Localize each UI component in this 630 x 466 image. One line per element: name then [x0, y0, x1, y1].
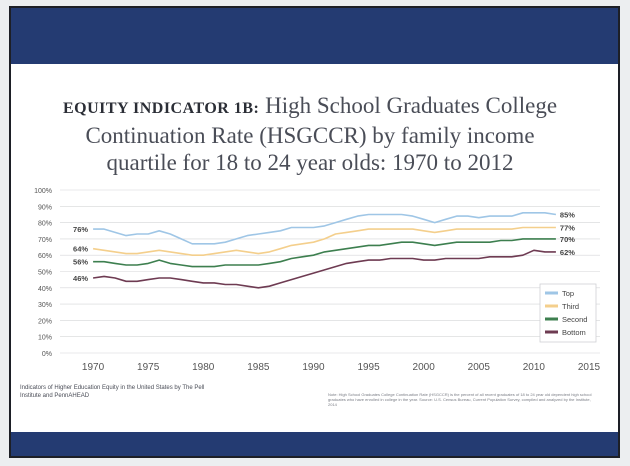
- end-label-top: 85%: [560, 210, 575, 219]
- legend-label-third: Third: [562, 302, 579, 311]
- x-tick-label: 1985: [247, 362, 270, 373]
- legend-label-bottom: Bottom: [562, 328, 586, 337]
- start-label-bottom: 46%: [73, 274, 88, 283]
- series-line-second: [93, 238, 556, 268]
- x-tick-label: 1970: [82, 362, 105, 373]
- legend-label-second: Second: [562, 315, 587, 324]
- start-label-second: 56%: [73, 258, 88, 267]
- y-tick-label: 0%: [42, 351, 52, 358]
- series-line-bottom: [92, 249, 556, 289]
- title-kicker: EQUITY INDICATOR 1B:: [62, 100, 260, 117]
- slide-frame: [9, 6, 620, 458]
- y-tick-label: 100%: [34, 188, 52, 195]
- footer-band: [11, 432, 618, 456]
- x-tick-label: 2005: [468, 362, 491, 373]
- start-label-top: 76%: [73, 225, 88, 234]
- x-tick-label: 2010: [523, 362, 546, 373]
- chart-title: EQUITY INDICATOR 1B: High School Graduat…: [40, 92, 580, 176]
- y-tick-label: 80%: [38, 221, 52, 228]
- y-tick-label: 40%: [38, 286, 52, 293]
- x-tick-label: 1980: [192, 362, 215, 373]
- title-line-3: quartile for 18 to 24 year olds: 1970 to…: [106, 150, 514, 175]
- method-note: Note: High School Graduates College Cont…: [328, 392, 592, 407]
- source-note: Indicators of Higher Education Equity in…: [20, 385, 205, 399]
- y-tick-label: 30%: [38, 302, 52, 309]
- title-line-1: High School Graduates College: [265, 93, 558, 118]
- x-tick-label: 1975: [137, 362, 160, 373]
- end-label-second: 70%: [560, 235, 575, 244]
- y-tick-label: 60%: [38, 253, 52, 260]
- end-label-third: 77%: [560, 223, 575, 232]
- legend-label-top: Top: [562, 289, 574, 298]
- start-label-third: 64%: [73, 245, 88, 254]
- y-tick-label: 50%: [38, 270, 52, 277]
- end-label-bottom: 62%: [560, 248, 575, 257]
- x-tick-label: 1995: [357, 362, 380, 373]
- header-band: [11, 8, 618, 64]
- title-line-2: Continuation Rate (HSGCCR) by family inc…: [85, 123, 535, 148]
- x-tick-label: 2015: [578, 362, 601, 373]
- y-tick-label: 20%: [38, 318, 52, 325]
- y-tick-label: 90%: [38, 204, 52, 211]
- x-tick-label: 2000: [413, 362, 436, 373]
- series-line-third: [92, 226, 556, 256]
- series-line-top: [93, 212, 557, 245]
- y-tick-label: 70%: [38, 237, 52, 244]
- x-tick-label: 1990: [302, 362, 325, 373]
- y-tick-label: 10%: [38, 335, 52, 342]
